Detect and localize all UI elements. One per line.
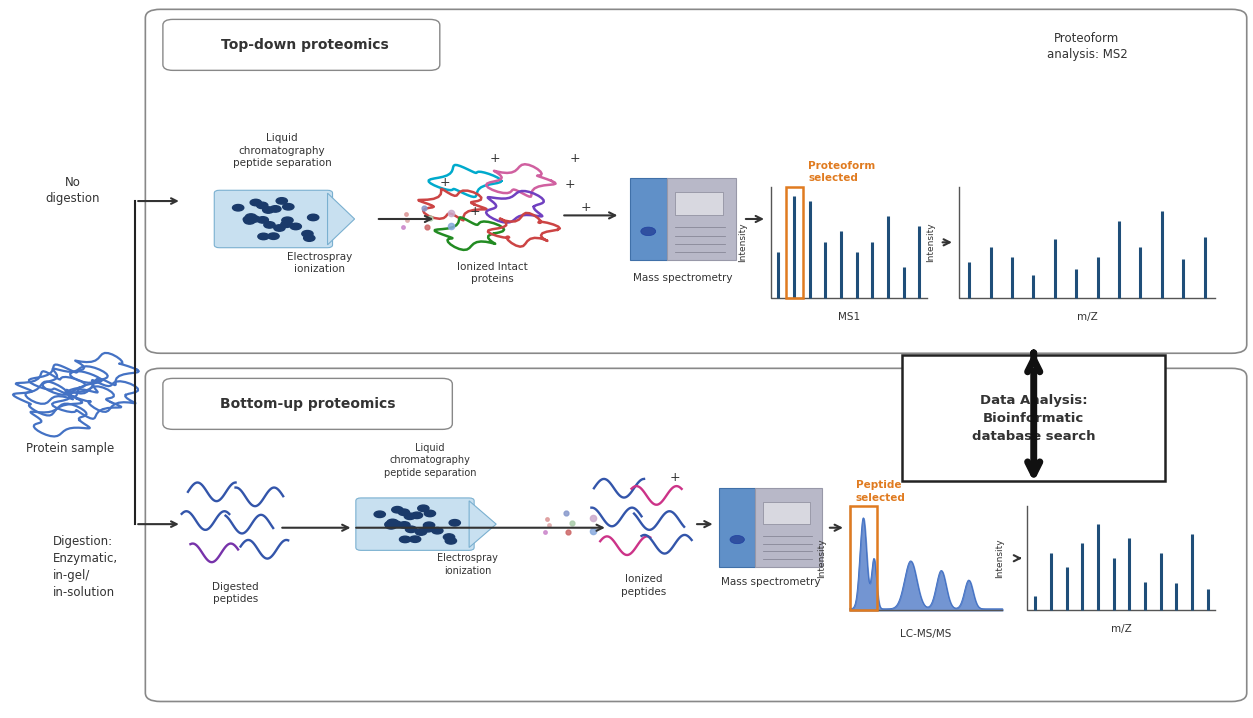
Text: Mass spectrometry: Mass spectrometry (720, 577, 821, 587)
Circle shape (417, 505, 429, 511)
Text: Intensity: Intensity (995, 538, 1005, 578)
Bar (756, 488, 822, 567)
Circle shape (243, 216, 254, 223)
Circle shape (268, 233, 279, 239)
Text: +: + (570, 152, 580, 165)
Text: Ionized Intact
proteins: Ionized Intact proteins (457, 262, 528, 284)
FancyBboxPatch shape (145, 9, 1247, 353)
Circle shape (386, 523, 397, 529)
Polygon shape (469, 501, 496, 547)
Circle shape (257, 202, 268, 209)
Bar (667, 178, 737, 261)
Circle shape (251, 200, 262, 206)
Text: Intensity: Intensity (738, 223, 748, 262)
Circle shape (274, 225, 286, 231)
Circle shape (422, 526, 434, 532)
FancyBboxPatch shape (214, 190, 332, 248)
Circle shape (398, 522, 410, 528)
Circle shape (416, 528, 427, 535)
Circle shape (281, 221, 292, 228)
Circle shape (233, 205, 244, 211)
Text: +: + (670, 471, 680, 484)
Circle shape (303, 235, 315, 241)
FancyBboxPatch shape (163, 19, 440, 70)
Circle shape (410, 536, 421, 542)
Text: Proteoform
analysis: MS2: Proteoform analysis: MS2 (1046, 32, 1128, 61)
Text: Peptide
selected: Peptide selected (856, 480, 906, 503)
Text: Liquid
chromatography
peptide separation: Liquid chromatography peptide separation (383, 443, 476, 478)
Circle shape (445, 538, 456, 544)
Circle shape (432, 528, 444, 534)
Circle shape (424, 522, 435, 528)
Text: Digestion:
Enzymatic,
in-gel/
in-solution: Digestion: Enzymatic, in-gel/ in-solutio… (53, 535, 118, 600)
Circle shape (283, 203, 294, 210)
Circle shape (640, 227, 655, 236)
FancyBboxPatch shape (356, 498, 474, 550)
Text: m/Z: m/Z (1076, 312, 1098, 322)
Circle shape (269, 205, 281, 212)
Circle shape (375, 511, 386, 518)
Text: Intensity: Intensity (817, 538, 827, 578)
Bar (719, 488, 756, 567)
Circle shape (449, 520, 460, 526)
Text: Intensity: Intensity (926, 223, 936, 262)
Circle shape (390, 521, 401, 528)
Text: Top-down proteomics: Top-down proteomics (221, 37, 388, 52)
Text: Proteoform
selected: Proteoform selected (808, 161, 876, 183)
Text: Ionized
peptides: Ionized peptides (621, 574, 667, 597)
Circle shape (257, 217, 268, 223)
Circle shape (263, 207, 274, 213)
Text: m/Z: m/Z (1111, 624, 1131, 634)
Circle shape (400, 536, 411, 543)
Text: Electrospray
ionization: Electrospray ionization (437, 553, 497, 576)
Circle shape (398, 509, 410, 516)
Circle shape (302, 230, 313, 237)
Text: +: + (490, 152, 500, 165)
Circle shape (411, 512, 422, 518)
Bar (902, 355, 1165, 481)
Circle shape (385, 521, 396, 528)
Circle shape (291, 223, 302, 230)
Circle shape (276, 197, 287, 204)
Text: MS1: MS1 (838, 312, 860, 322)
Bar (629, 178, 667, 261)
Circle shape (387, 519, 398, 526)
Circle shape (246, 214, 257, 220)
FancyBboxPatch shape (163, 378, 452, 429)
Polygon shape (327, 193, 355, 245)
Text: +: + (470, 205, 480, 218)
Circle shape (244, 218, 256, 224)
Circle shape (307, 214, 318, 220)
Text: +: + (580, 201, 590, 214)
Text: LC-MS/MS: LC-MS/MS (900, 629, 952, 639)
Text: Bottom-up proteomics: Bottom-up proteomics (221, 396, 396, 411)
Text: Digested
peptides: Digested peptides (212, 582, 259, 604)
Text: Mass spectrometry: Mass spectrometry (633, 273, 733, 283)
Circle shape (282, 217, 293, 223)
Circle shape (730, 536, 744, 544)
Text: +: + (565, 178, 575, 191)
Text: Liquid
chromatography
peptide separation: Liquid chromatography peptide separation (233, 134, 331, 168)
Circle shape (406, 526, 417, 533)
Bar (850, 506, 877, 610)
Text: Peptide
analysis: MS2: Peptide analysis: MS2 (1081, 384, 1162, 413)
Circle shape (248, 216, 259, 223)
Bar (675, 192, 723, 215)
Bar (763, 502, 809, 524)
Text: Protein sample: Protein sample (26, 442, 114, 454)
Text: +: + (440, 176, 450, 189)
Circle shape (425, 510, 436, 517)
Circle shape (264, 222, 276, 228)
Circle shape (444, 533, 455, 540)
Circle shape (258, 233, 269, 240)
Circle shape (392, 506, 403, 513)
Text: Electrospray
ionization: Electrospray ionization (287, 252, 352, 274)
Circle shape (405, 513, 416, 520)
FancyBboxPatch shape (145, 368, 1247, 701)
Text: No
digestion: No digestion (45, 176, 100, 205)
Text: Data Analysis:
Bioinformatic
database search: Data Analysis: Bioinformatic database se… (972, 393, 1095, 443)
Bar (786, 187, 803, 298)
